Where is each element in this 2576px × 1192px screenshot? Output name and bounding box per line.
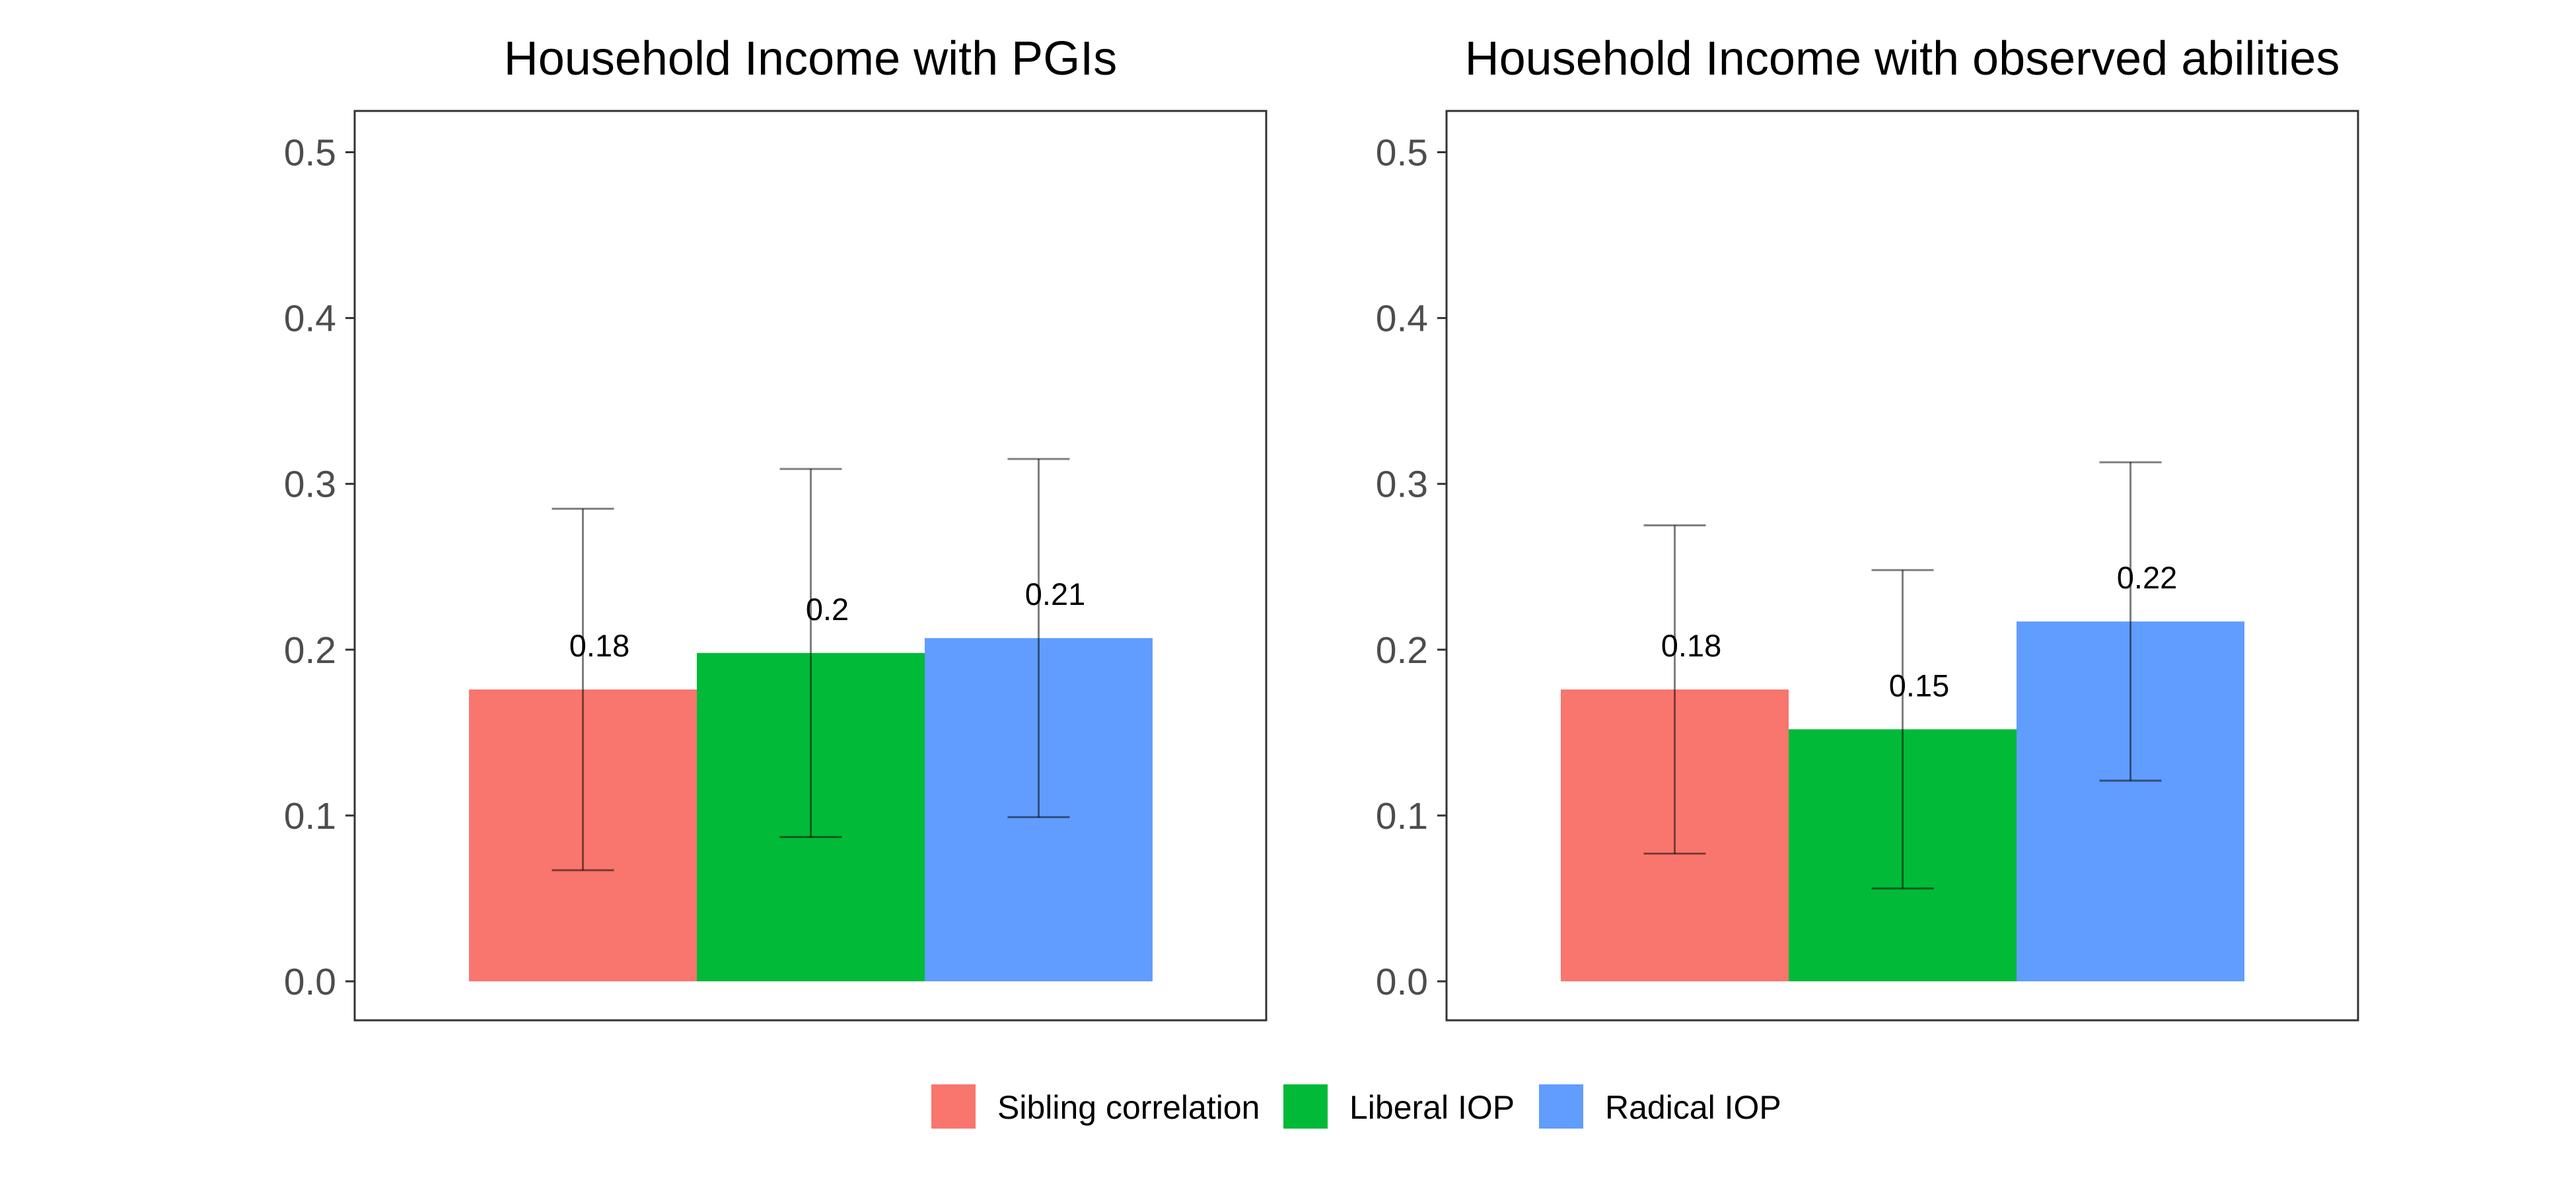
y-tick-label: 0.1 bbox=[284, 795, 336, 837]
y-tick-label: 0.2 bbox=[284, 629, 336, 672]
error-bar-radical-iop bbox=[1007, 458, 1070, 818]
error-bar-sibling-correlation bbox=[1643, 524, 1706, 855]
legend: Sibling correlation Liberal IOP Radical … bbox=[931, 1084, 1781, 1129]
y-tick-label: 0.4 bbox=[284, 298, 336, 340]
legend-item-radical-iop: Radical IOP bbox=[1539, 1084, 1781, 1129]
data-label-sibling-correlation: 0.18 bbox=[569, 628, 629, 663]
y-tick-label: 0.3 bbox=[1376, 464, 1428, 506]
plot-frame bbox=[1445, 110, 2359, 1022]
error-bar-liberal-iop bbox=[779, 468, 842, 839]
data-label-sibling-correlation: 0.18 bbox=[1661, 628, 1721, 663]
error-bar-sibling-correlation bbox=[552, 507, 614, 872]
y-tick-label: 0.5 bbox=[1376, 132, 1428, 174]
legend-label: Radical IOP bbox=[1605, 1089, 1781, 1126]
y-tick-label: 0.5 bbox=[284, 132, 336, 174]
y-tick-label: 0.1 bbox=[1376, 795, 1428, 837]
panel-household-income-pgis: Household Income with PGIs 0.00.10.20.30… bbox=[284, 32, 1268, 1022]
data-label-radical-iop: 0.22 bbox=[2117, 560, 2177, 595]
data-label-radical-iop: 0.21 bbox=[1025, 577, 1085, 612]
panel-title: Household Income with observed abilities bbox=[1465, 32, 2340, 85]
panel-title: Household Income with PGIs bbox=[504, 32, 1117, 85]
error-bar-radical-iop bbox=[2099, 461, 2162, 782]
legend-item-liberal-iop: Liberal IOP bbox=[1283, 1084, 1515, 1129]
legend-label: Sibling correlation bbox=[997, 1089, 1260, 1126]
panel-household-income-abilities: Household Income with observed abilities… bbox=[1376, 32, 2359, 1022]
legend-label: Liberal IOP bbox=[1349, 1089, 1515, 1126]
bars-group: 0.0 0.1 0.2 0.3 0.4 0.5 0.18 0.2 0.21 bbox=[284, 132, 1153, 1003]
y-tick-label: 0.0 bbox=[1376, 961, 1428, 1003]
error-bar-liberal-iop bbox=[1871, 569, 1934, 890]
y-tick-label: 0.2 bbox=[1376, 629, 1428, 672]
legend-key-swatch bbox=[931, 1084, 976, 1129]
legend-key-swatch bbox=[1539, 1084, 1583, 1129]
data-label-liberal-iop: 0.2 bbox=[806, 592, 849, 627]
plot-frame bbox=[353, 110, 1268, 1022]
y-tick-label: 0.3 bbox=[284, 464, 336, 506]
bars-group: 0.0 0.1 0.2 0.3 0.4 0.5 0.18 0.15 0.22 bbox=[1376, 132, 2244, 1003]
y-tick-label: 0.0 bbox=[284, 961, 336, 1003]
data-label-liberal-iop: 0.15 bbox=[1889, 668, 1949, 703]
legend-item-sibling-correlation: Sibling correlation bbox=[931, 1084, 1260, 1129]
legend-key-swatch bbox=[1283, 1084, 1328, 1129]
y-tick-label: 0.4 bbox=[1376, 298, 1428, 340]
